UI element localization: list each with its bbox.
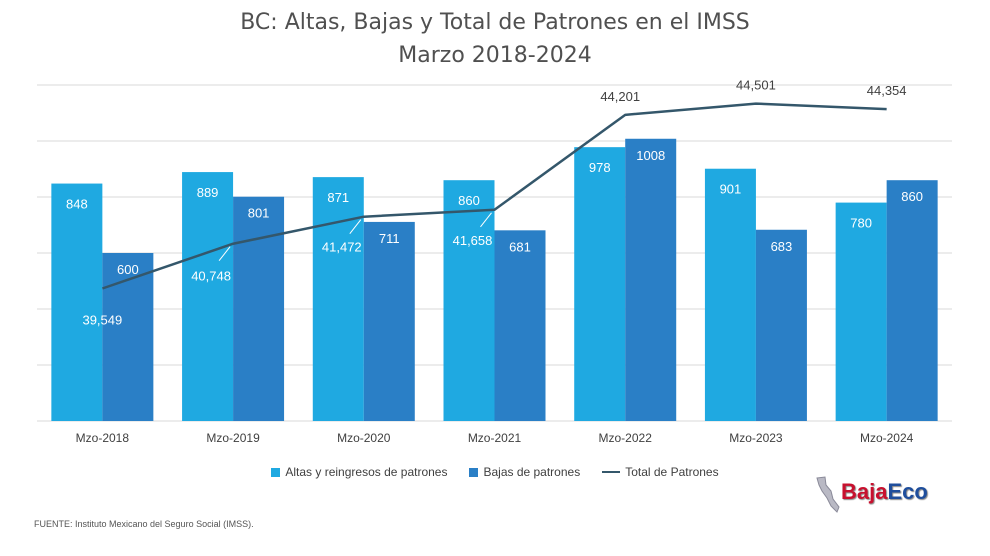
bar-altas bbox=[704, 168, 756, 421]
line-label-total: 40,748 bbox=[191, 269, 231, 284]
legend-item-total: Total de Patrones bbox=[602, 465, 719, 479]
bar-label-bajas: 860 bbox=[901, 189, 923, 204]
line-label-total: 44,354 bbox=[867, 83, 907, 98]
line-label-leader bbox=[218, 246, 231, 262]
bar-label-bajas: 711 bbox=[379, 231, 400, 246]
bar-bajas bbox=[102, 253, 154, 421]
bar-altas bbox=[443, 180, 495, 421]
bar-altas bbox=[574, 147, 626, 421]
bar-bajas bbox=[233, 196, 285, 421]
bar-label-bajas: 1008 bbox=[636, 148, 665, 163]
line-label-total: 39,549 bbox=[82, 313, 122, 328]
x-tick-label: Mzo-2020 bbox=[337, 431, 391, 445]
legend-label-bajas: Bajas de patrones bbox=[483, 465, 581, 479]
x-tick-label: Mzo-2022 bbox=[599, 431, 653, 445]
line-label-leader bbox=[480, 212, 492, 228]
bar-label-altas: 901 bbox=[720, 182, 742, 197]
baja-california-map-icon bbox=[816, 476, 840, 513]
logo-text-eco: Eco bbox=[887, 479, 928, 504]
legend-swatch-bajas bbox=[469, 467, 479, 477]
bar-bajas bbox=[363, 221, 415, 421]
line-label-total: 44,201 bbox=[600, 89, 640, 104]
legend: Altas y reingresos de patrones Bajas de … bbox=[0, 465, 990, 479]
bar-altas bbox=[312, 177, 364, 421]
legend-item-altas: Altas y reingresos de patrones bbox=[271, 465, 447, 479]
legend-item-bajas: Bajas de patrones bbox=[469, 465, 580, 479]
bar-label-bajas: 600 bbox=[117, 262, 139, 277]
bar-label-altas: 871 bbox=[327, 190, 349, 205]
line-label-total: 41,472 bbox=[322, 240, 362, 255]
bar-altas bbox=[51, 183, 103, 421]
line-total bbox=[101, 102, 887, 290]
line-label-leader bbox=[349, 219, 362, 235]
chart-subtitle: Marzo 2018-2024 bbox=[398, 43, 592, 68]
bar-label-altas: 780 bbox=[850, 216, 872, 231]
chart-plot: 848 600 Mzo-2018 889 801 Mzo-2019 871 711 Mzo-20… bbox=[37, 78, 952, 445]
chart-title: BC: Altas, Bajas y Total de Patrones en … bbox=[240, 10, 750, 35]
bar-bajas bbox=[494, 230, 546, 421]
x-tick-label: Mzo-2019 bbox=[206, 431, 260, 445]
bar-bajas bbox=[755, 229, 807, 421]
bar-label-bajas: 681 bbox=[509, 239, 531, 254]
bar-altas bbox=[182, 172, 234, 421]
bar-label-altas: 860 bbox=[458, 193, 480, 208]
logo-text-baja: Baja bbox=[841, 479, 888, 504]
x-tick-label: Mzo-2023 bbox=[729, 431, 783, 445]
bar-bajas bbox=[886, 180, 938, 421]
bajaeco-logo: BajaEco bbox=[813, 475, 953, 515]
x-tick-label: Mzo-2021 bbox=[468, 431, 522, 445]
line-label-total: 44,501 bbox=[736, 78, 776, 93]
bar-label-altas: 889 bbox=[197, 185, 219, 200]
bar-bajas bbox=[625, 138, 677, 421]
legend-label-altas: Altas y reingresos de patrones bbox=[285, 465, 448, 479]
legend-label-total: Total de Patrones bbox=[625, 465, 719, 479]
bar-label-bajas: 801 bbox=[248, 206, 270, 221]
source-note: FUENTE: Instituto Mexicano del Seguro So… bbox=[34, 519, 254, 529]
bar-label-bajas: 683 bbox=[771, 239, 793, 254]
line-label-total: 41,658 bbox=[453, 233, 493, 248]
x-tick-label: Mzo-2024 bbox=[860, 431, 914, 445]
logo-text: BajaEco bbox=[841, 479, 928, 505]
x-tick-label: Mzo-2018 bbox=[76, 431, 130, 445]
bar-altas bbox=[835, 202, 887, 421]
bar-label-altas: 848 bbox=[66, 197, 88, 212]
legend-swatch-altas bbox=[271, 467, 281, 477]
bar-label-altas: 978 bbox=[589, 160, 611, 175]
legend-swatch-total bbox=[602, 471, 621, 473]
